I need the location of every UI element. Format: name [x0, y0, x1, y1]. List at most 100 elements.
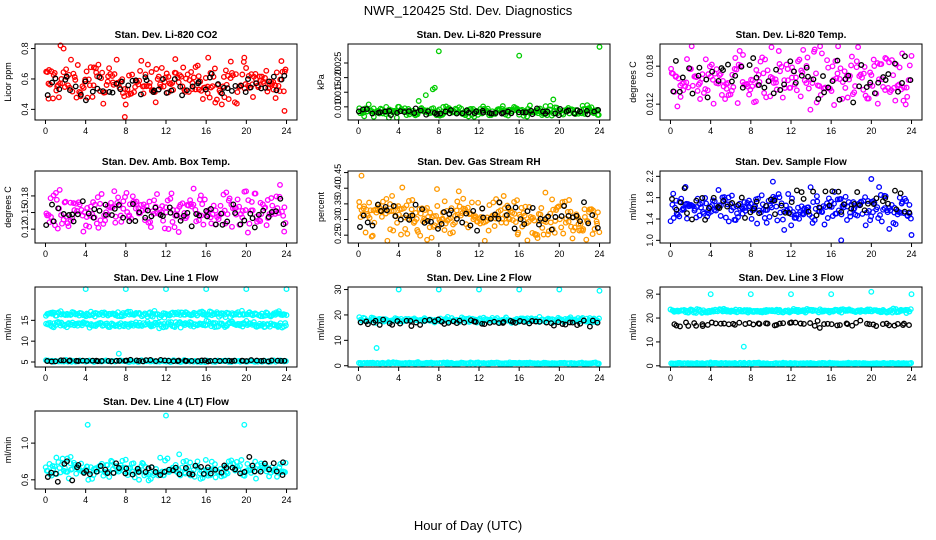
data-point	[589, 231, 596, 238]
y-axis-label: degrees C	[628, 61, 638, 103]
data-point	[750, 321, 757, 328]
data-point	[695, 72, 702, 79]
data-point	[190, 201, 197, 208]
data-point	[434, 111, 440, 117]
data-point	[234, 89, 241, 96]
data-point	[274, 469, 281, 476]
data-point	[113, 460, 120, 467]
data-point	[428, 218, 434, 225]
data-point	[702, 56, 709, 63]
data-point	[788, 222, 795, 229]
x-tick-label: 8	[123, 373, 128, 383]
panel-title: Stan. Dev. Amb. Box Temp.	[102, 157, 230, 168]
data-point	[470, 207, 477, 214]
data-point	[215, 81, 222, 88]
data-point	[586, 323, 593, 330]
x-tick-label: 20	[241, 249, 251, 259]
data-point	[275, 82, 282, 89]
data-point	[715, 187, 722, 193]
panel-title: Stan. Dev. Line 3 Flow	[739, 273, 844, 284]
data-point	[404, 230, 411, 237]
data-point	[126, 218, 133, 225]
x-tick-label: 4	[83, 495, 88, 505]
data-point	[902, 101, 909, 108]
x-tick-label: 4	[83, 249, 88, 259]
y-tick-label: 0.018	[645, 55, 655, 78]
data-point	[224, 85, 231, 92]
data-point	[729, 71, 736, 78]
data-point	[871, 63, 878, 69]
data-point	[813, 193, 820, 200]
data-point	[746, 91, 753, 98]
data-point	[56, 86, 63, 93]
data-point	[273, 69, 280, 76]
data-point	[255, 211, 262, 218]
data-point	[811, 46, 818, 53]
data-point	[216, 358, 223, 364]
data-point	[577, 108, 583, 115]
x-tick-label: 0	[43, 126, 48, 136]
y-tick-label: 10	[20, 336, 30, 346]
data-point	[125, 82, 132, 89]
data-point	[228, 87, 235, 94]
data-point	[876, 184, 883, 191]
data-point	[377, 109, 384, 116]
data-point	[689, 90, 696, 97]
data-point	[874, 204, 881, 211]
x-tick-label: 20	[241, 373, 251, 383]
data-point	[521, 221, 528, 228]
data-point	[269, 202, 276, 209]
data-point	[731, 321, 738, 328]
data-point	[908, 52, 915, 59]
data-point	[74, 211, 81, 218]
data-point	[148, 213, 155, 220]
data-point	[826, 202, 833, 209]
data-point	[430, 213, 437, 220]
data-points	[43, 42, 289, 120]
data-point	[856, 83, 863, 90]
data-point	[152, 204, 159, 211]
data-point	[195, 73, 202, 80]
x-tick-label: 4	[708, 373, 713, 383]
data-point	[272, 95, 279, 102]
data-point	[810, 76, 817, 83]
data-point	[159, 76, 166, 83]
data-point	[218, 210, 225, 217]
data-point	[476, 286, 482, 293]
data-point	[838, 211, 845, 218]
data-point	[474, 227, 481, 234]
data-point	[805, 208, 812, 215]
data-point	[394, 219, 401, 226]
data-point	[693, 197, 700, 204]
data-point	[55, 205, 62, 212]
data-point	[266, 78, 273, 85]
data-point	[389, 192, 396, 199]
data-point	[282, 66, 289, 73]
data-point	[573, 212, 580, 219]
data-point	[69, 215, 76, 222]
data-point	[885, 200, 891, 207]
data-point	[83, 222, 89, 229]
data-point	[273, 468, 280, 475]
data-point	[426, 316, 433, 323]
data-point	[389, 321, 396, 328]
data-point	[153, 66, 160, 72]
data-point	[202, 86, 209, 93]
data-point	[97, 463, 104, 469]
data-point	[82, 97, 89, 104]
data-point	[816, 204, 823, 211]
data-point	[165, 73, 172, 80]
data-point	[168, 87, 175, 94]
data-point	[449, 229, 456, 236]
data-point	[892, 60, 898, 67]
data-point	[776, 320, 783, 327]
data-point	[112, 219, 119, 226]
y-axis-label: percent	[316, 191, 326, 222]
data-point	[95, 61, 102, 68]
data-point	[113, 56, 120, 63]
data-point	[765, 78, 772, 85]
data-point	[100, 100, 107, 107]
data-point	[797, 320, 804, 327]
data-point	[55, 94, 62, 101]
data-point	[677, 199, 684, 206]
